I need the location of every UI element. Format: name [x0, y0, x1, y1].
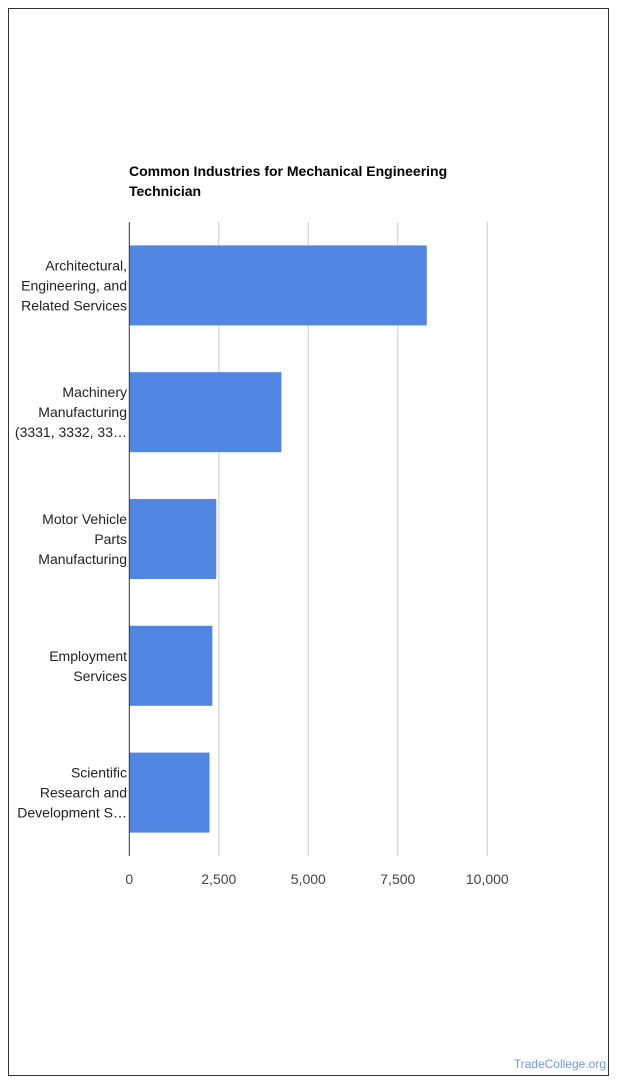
- bar: [129, 372, 282, 453]
- category-label: Manufacturing: [38, 404, 127, 420]
- x-tick-label: 2,500: [201, 871, 236, 887]
- category-label: Development S…: [17, 805, 127, 821]
- category-label: Employment: [49, 648, 127, 664]
- category-label: Services: [73, 668, 127, 684]
- bar: [129, 752, 210, 833]
- category-label: Manufacturing: [38, 551, 127, 567]
- chart-frame: [8, 8, 609, 1076]
- bar: [129, 245, 427, 326]
- category-label: Machinery: [62, 384, 127, 400]
- category-label: Architectural,: [45, 257, 127, 273]
- x-tick-label: 0: [125, 871, 133, 887]
- category-label: Parts: [94, 531, 127, 547]
- watermark: TradeCollege.org: [513, 1057, 606, 1071]
- x-tick-label: 7,500: [380, 871, 415, 887]
- x-tick-label: 5,000: [291, 871, 326, 887]
- bar: [129, 499, 217, 579]
- x-tick-label: 10,000: [466, 871, 509, 887]
- chart-title-line: Technician: [129, 183, 201, 199]
- category-label: Related Services: [21, 297, 127, 313]
- category-label: Scientific: [71, 765, 127, 781]
- bar: [129, 625, 213, 706]
- category-label: (3331, 3332, 33…: [15, 424, 127, 440]
- category-label: Research and: [40, 785, 127, 801]
- chart-title-line: Common Industries for Mechanical Enginee…: [129, 163, 447, 179]
- chart-title: Common Industries for Mechanical Enginee…: [129, 163, 447, 199]
- category-label: Engineering, and: [21, 277, 127, 293]
- category-label: Motor Vehicle: [42, 511, 127, 527]
